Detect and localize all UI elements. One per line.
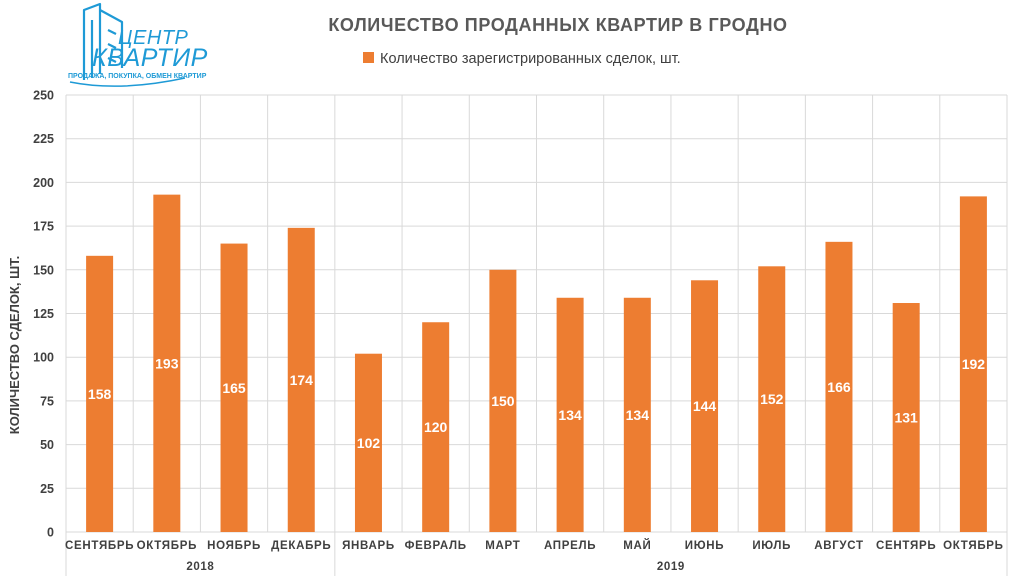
data-label: 165 [222, 380, 246, 396]
y-tick-label: 0 [47, 526, 54, 540]
x-category-label: ИЮЛЬ [752, 540, 791, 552]
y-tick-label: 75 [40, 394, 54, 408]
x-category-label: ОКТЯБРЬ [137, 540, 198, 552]
x-year-label: 2018 [186, 561, 214, 573]
y-tick-label: 100 [33, 351, 54, 365]
bar [86, 255, 114, 533]
data-label: 131 [894, 410, 918, 426]
data-label: 150 [491, 393, 515, 409]
bar [354, 353, 382, 532]
x-category-label: ИЮНЬ [685, 540, 725, 552]
y-axis-title: КОЛИЧЕСТВО СДЕЛОК, ШТ. [7, 256, 22, 434]
y-tick-label: 175 [33, 220, 54, 234]
bar [422, 322, 450, 532]
data-label: 193 [155, 355, 179, 371]
x-axis-categories: СЕНТЯБРЬ ОКТЯБРЬ НОЯБРЬ ДЕКАБРЬ ЯНВАРЬ ФЕВРАЛ… [65, 539, 1004, 552]
data-label: 158 [88, 386, 112, 402]
data-label: 174 [290, 372, 314, 388]
data-label: 166 [827, 379, 851, 395]
x-category-label: МАЙ [623, 539, 651, 552]
y-tick-label: 250 [33, 89, 54, 103]
gridlines [65, 94, 1008, 576]
bar [153, 194, 181, 533]
x-category-label: МАРТ [485, 540, 520, 552]
x-category-label: СЕНТЯРЬ [876, 540, 936, 552]
bar [959, 196, 987, 532]
building-logo-icon [82, 2, 124, 80]
legend-swatch [363, 52, 374, 63]
legend-label: Количество зарегистрированных сделок, шт… [380, 51, 681, 67]
data-label: 102 [357, 435, 381, 451]
x-axis-year-groups: 2018 2019 [186, 561, 684, 573]
bars [86, 194, 987, 533]
y-tick-label: 125 [33, 307, 54, 321]
x-category-label: СЕНТЯБРЬ [65, 540, 134, 552]
x-category-label: ОКТЯБРЬ [943, 540, 1004, 552]
logo-tagline: ПРОДАЖА, ПОКУПКА, ОБМЕН КВАРТИР [68, 73, 207, 80]
bar [287, 227, 315, 532]
x-category-label: НОЯБРЬ [207, 540, 261, 552]
logo-text-apartments: КВАРТИР [92, 44, 208, 72]
logo-text-centre: ЦЕНТР [118, 27, 189, 49]
data-label: 120 [424, 419, 448, 435]
y-tick-label: 25 [40, 482, 54, 496]
logo: ЦЕНТР КВАРТИР ПРОДАЖА, ПОКУПКА, ОБМЕН КВ… [68, 2, 208, 87]
y-tick-label: 150 [33, 263, 54, 277]
x-category-label: АВГУСТ [814, 540, 864, 552]
bar [758, 266, 786, 532]
bar [892, 303, 920, 532]
logo-swoosh [69, 77, 186, 87]
x-category-label: ДЕКАБРЬ [271, 540, 331, 552]
y-tick-label: 50 [40, 438, 54, 452]
chart-title: КОЛИЧЕСТВО ПРОДАННЫХ КВАРТИР В ГРОДНО [328, 15, 787, 35]
bar [489, 269, 517, 532]
legend: Количество зарегистрированных сделок, шт… [363, 51, 681, 67]
bar [691, 280, 719, 532]
bar [825, 241, 853, 532]
y-tick-label: 225 [33, 132, 54, 146]
x-category-label: ЯНВАРЬ [342, 540, 395, 552]
data-label: 134 [626, 407, 650, 423]
x-category-label: АПРЕЛЬ [544, 540, 596, 552]
data-label: 152 [760, 391, 784, 407]
x-category-label: ФЕВРАЛЬ [405, 540, 467, 552]
data-labels: 158 193 165 174 102 120 150 134 134 144 152 166 131 1… [88, 355, 985, 451]
data-label: 192 [962, 356, 986, 372]
bar [623, 297, 651, 532]
bar [220, 243, 248, 532]
y-tick-label: 200 [33, 176, 54, 190]
data-label: 134 [558, 407, 582, 423]
data-label: 144 [693, 398, 717, 414]
x-year-label: 2019 [657, 561, 685, 573]
bar [556, 297, 584, 532]
y-axis-ticks: 0 25 50 75 100 125 150 175 200 225 250 [33, 89, 54, 540]
